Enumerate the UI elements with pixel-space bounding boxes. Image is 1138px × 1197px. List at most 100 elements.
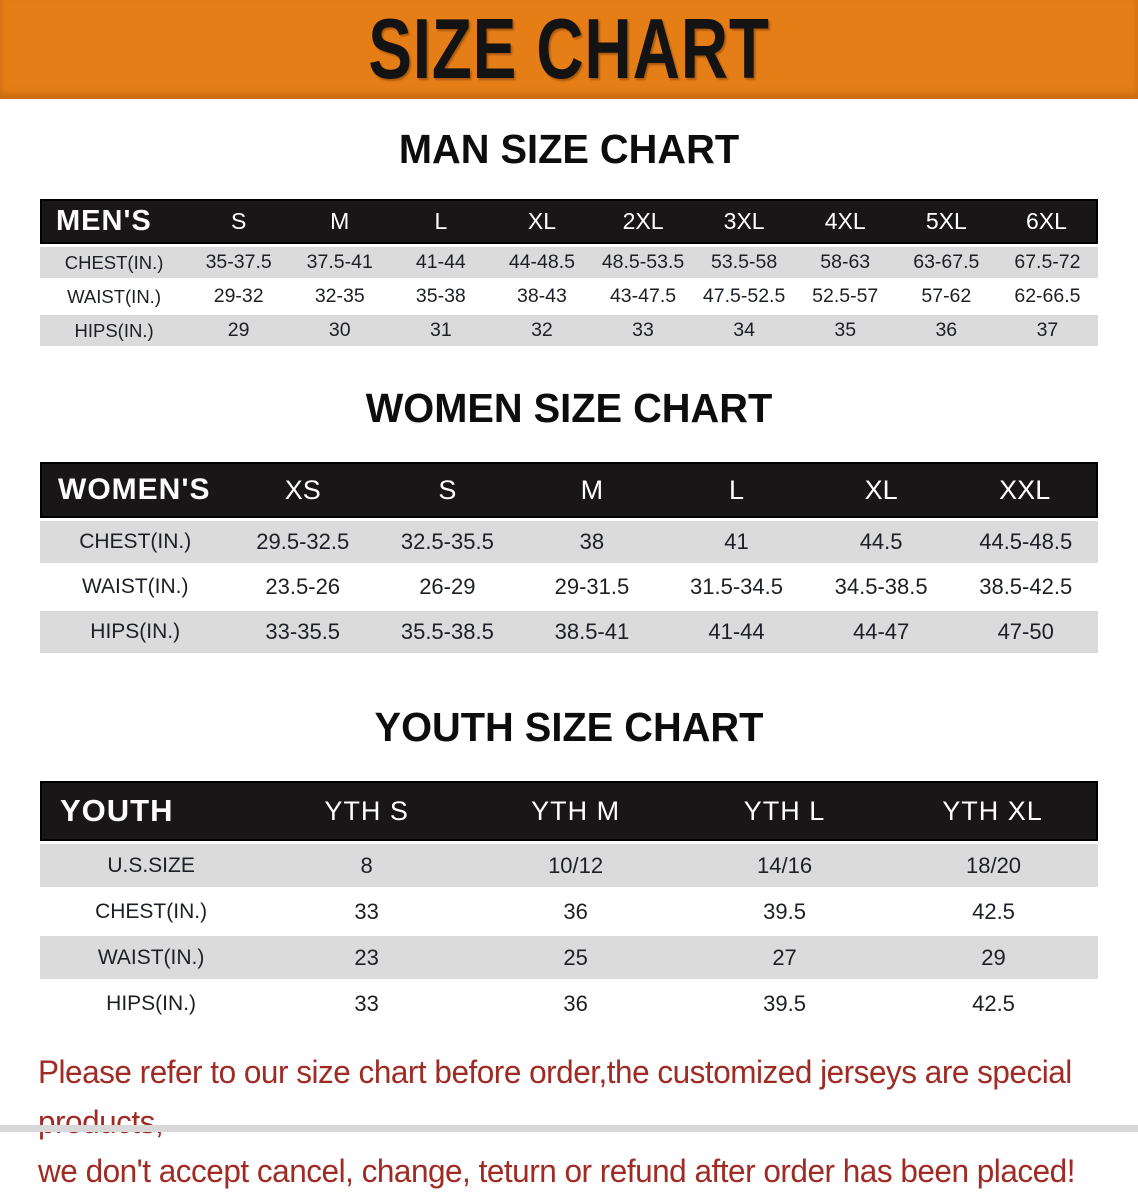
size-value-cell: 62-66.5 — [996, 281, 1098, 312]
size-table: MEN'S S M L XL 2XL 3XL 4XL 5XL 6XL CHEST(IN.) 35-37… — [40, 196, 1098, 349]
size-column-header: XXL — [953, 462, 1098, 518]
size-value-cell: 33 — [592, 315, 694, 346]
table-header-label: WOMEN'S — [40, 462, 231, 518]
size-value-cell: 35-38 — [390, 281, 492, 312]
size-value-cell: 37.5-41 — [289, 247, 391, 278]
table-header-row: WOMEN'S XS S M L XL XXL — [40, 462, 1098, 518]
table-row: CHEST(IN.) 29.5-32.5 32.5-35.5 38 41 44.5 44.5… — [40, 521, 1098, 563]
size-chart-banner: SIZE CHART — [0, 0, 1138, 99]
size-value-cell: 34.5-38.5 — [808, 566, 954, 608]
table-row: HIPS(IN.) 29 30 31 32 33 34 35 36 37 — [40, 315, 1098, 346]
disclaimer-text: Please refer to our size chart before or… — [38, 1048, 1097, 1197]
section-title-man: MAN SIZE CHART — [398, 126, 740, 172]
size-value-cell: 47-50 — [953, 611, 1098, 653]
size-value-cell: 33 — [262, 890, 472, 933]
youth-size-table: YOUTH YTH S YTH M YTH L YTH XL U.S.SIZE 8 10/12… — [40, 778, 1098, 1028]
table-row: WAIST(IN.) 23 25 27 29 — [40, 936, 1098, 979]
table-row: U.S.SIZE 8 10/12 14/16 18/20 — [40, 844, 1098, 887]
size-value-cell: 41 — [664, 521, 809, 563]
size-value-cell: 18/20 — [889, 844, 1098, 887]
disclaimer-line-1: Please refer to our size chart before or… — [38, 1054, 1072, 1140]
size-value-cell: 42.5 — [889, 982, 1098, 1025]
row-label: WAIST(IN.) — [40, 936, 263, 979]
table-row: WAIST(IN.) 29-32 32-35 35-38 38-43 43-47.5 47.… — [40, 281, 1098, 312]
size-value-cell: 44-48.5 — [491, 247, 593, 278]
size-value-cell: 29-31.5 — [519, 566, 665, 608]
size-value-cell: 38.5-42.5 — [953, 566, 1098, 608]
size-value-cell: 39.5 — [680, 890, 890, 933]
size-table: WOMEN'S XS S M L XL XXL CHEST(IN.) 29.5-32.5 32.5… — [40, 459, 1098, 656]
size-value-cell: 63-67.5 — [895, 247, 997, 278]
size-value-cell: 43-47.5 — [592, 281, 694, 312]
size-column-header: XL — [491, 199, 593, 244]
size-column-header: YTH L — [680, 781, 890, 841]
size-column-header: XL — [808, 462, 954, 518]
size-value-cell: 53.5-58 — [693, 247, 795, 278]
size-value-cell: 23 — [262, 936, 472, 979]
section-title-youth: YOUTH SIZE CHART — [374, 704, 764, 750]
size-column-header: M — [289, 199, 391, 244]
table-header-row: YOUTH YTH S YTH M YTH L YTH XL — [40, 781, 1098, 841]
size-value-cell: 29-32 — [188, 281, 290, 312]
size-value-cell: 33-35.5 — [230, 611, 376, 653]
disclaimer-line-2: we don't accept cancel, change, teturn o… — [38, 1153, 1075, 1190]
row-label: HIPS(IN.) — [40, 315, 189, 346]
table-header-label: MEN'S — [40, 199, 189, 244]
size-column-header: 2XL — [592, 199, 694, 244]
size-column-header: M — [519, 462, 665, 518]
size-value-cell: 47.5-52.5 — [693, 281, 795, 312]
mens-size-table: MEN'S S M L XL 2XL 3XL 4XL 5XL 6XL CHEST(IN.) 35-37… — [40, 196, 1098, 349]
table-row: CHEST(IN.) 33 36 39.5 42.5 — [40, 890, 1098, 933]
size-value-cell: 36 — [471, 982, 681, 1025]
man-size-chart-section: MAN SIZE CHART MEN'S S M L XL 2XL 3XL 4XL 5XL 6XL… — [0, 126, 1138, 349]
size-value-cell: 41-44 — [390, 247, 492, 278]
women-size-chart-section: WOMEN SIZE CHART WOMEN'S XS S M L XL XXL CHEST(… — [0, 385, 1138, 656]
row-label: CHEST(IN.) — [40, 247, 189, 278]
size-value-cell: 36 — [895, 315, 997, 346]
size-value-cell: 33 — [262, 982, 472, 1025]
size-value-cell: 31.5-34.5 — [664, 566, 809, 608]
womens-size-table: WOMEN'S XS S M L XL XXL CHEST(IN.) 29.5-32.5 32.5… — [40, 459, 1098, 656]
size-value-cell: 29.5-32.5 — [230, 521, 376, 563]
table-row: CHEST(IN.) 35-37.5 37.5-41 41-44 44-48.5 48.5… — [40, 247, 1098, 278]
size-value-cell: 29 — [889, 936, 1098, 979]
section-title-women: WOMEN SIZE CHART — [365, 385, 773, 431]
table-row: WAIST(IN.) 23.5-26 26-29 29-31.5 31.5-34.5 34… — [40, 566, 1098, 608]
row-label: HIPS(IN.) — [40, 611, 231, 653]
size-value-cell: 35.5-38.5 — [375, 611, 520, 653]
row-label: U.S.SIZE — [40, 844, 263, 887]
size-column-header: L — [664, 462, 809, 518]
size-value-cell: 38 — [519, 521, 665, 563]
size-column-header: 5XL — [895, 199, 997, 244]
row-label: WAIST(IN.) — [40, 281, 189, 312]
size-column-header: XS — [230, 462, 376, 518]
size-value-cell: 31 — [390, 315, 492, 346]
size-value-cell: 35-37.5 — [188, 247, 290, 278]
size-column-header: 4XL — [794, 199, 896, 244]
size-value-cell: 10/12 — [471, 844, 681, 887]
size-value-cell: 23.5-26 — [230, 566, 376, 608]
table-header-label: YOUTH — [40, 781, 263, 841]
size-value-cell: 52.5-57 — [794, 281, 896, 312]
size-value-cell: 32-35 — [289, 281, 391, 312]
size-column-header: YTH S — [262, 781, 472, 841]
size-value-cell: 32.5-35.5 — [375, 521, 520, 563]
size-column-header: L — [390, 199, 492, 244]
size-value-cell: 44-47 — [808, 611, 954, 653]
size-value-cell: 36 — [471, 890, 681, 933]
table-row: HIPS(IN.) 33-35.5 35.5-38.5 38.5-41 41-44 44-… — [40, 611, 1098, 653]
size-value-cell: 39.5 — [680, 982, 890, 1025]
size-column-header: 6XL — [996, 199, 1098, 244]
size-value-cell: 42.5 — [889, 890, 1098, 933]
youth-size-chart-section: YOUTH SIZE CHART YOUTH YTH S YTH M YTH L YTH… — [0, 704, 1138, 1028]
size-value-cell: 32 — [491, 315, 593, 346]
size-value-cell: 27 — [680, 936, 890, 979]
size-column-header: S — [188, 199, 290, 244]
size-value-cell: 35 — [794, 315, 896, 346]
size-value-cell: 41-44 — [664, 611, 809, 653]
size-value-cell: 25 — [471, 936, 681, 979]
size-value-cell: 57-62 — [895, 281, 997, 312]
row-label: CHEST(IN.) — [40, 890, 263, 933]
bottom-edge-strip — [0, 1125, 1138, 1132]
size-value-cell: 8 — [262, 844, 472, 887]
